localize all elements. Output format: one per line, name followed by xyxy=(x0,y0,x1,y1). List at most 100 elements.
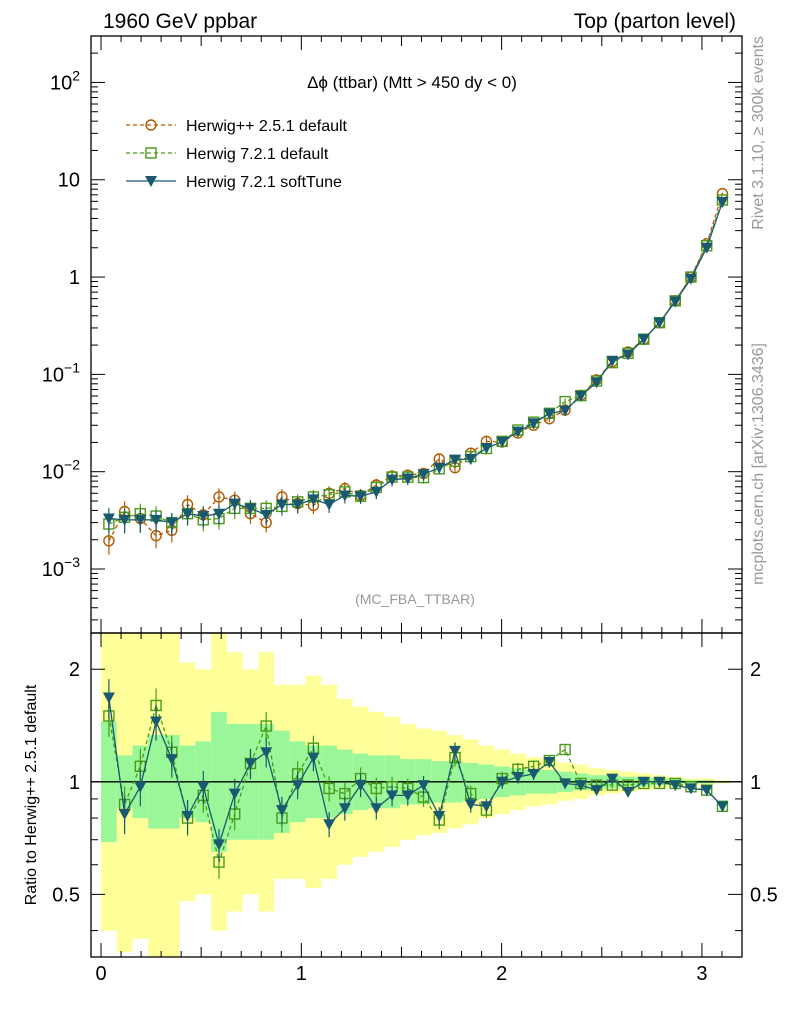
data-point xyxy=(118,514,131,526)
series-line xyxy=(108,199,724,525)
side-text-bottom: mcplots.cern.ch [arXiv:1306.3436] xyxy=(750,343,767,585)
data-point xyxy=(417,469,430,481)
data-point xyxy=(716,197,729,209)
data-point xyxy=(574,390,587,402)
ratio-y-tick-label: 1 xyxy=(69,772,80,794)
data-point xyxy=(260,509,273,521)
data-point xyxy=(433,462,446,474)
data-point xyxy=(448,454,461,466)
data-point xyxy=(212,508,225,520)
data-point xyxy=(511,772,524,784)
data-point xyxy=(669,296,682,308)
data-point xyxy=(338,803,351,815)
y-tick-label: 10−1 xyxy=(42,359,80,386)
ratio-y-tick-label: 2 xyxy=(69,659,80,681)
legend-entry-herwig-7-2-1-default: Herwig 7.2.1 default xyxy=(126,146,329,163)
ratio-y-tick-label-right: 2 xyxy=(750,659,761,681)
data-point xyxy=(244,758,257,770)
data-point xyxy=(464,454,477,466)
main-title: Δϕ (ttbar) (Mtt > 450 dy < 0) xyxy=(307,73,517,92)
legend-label: Herwig 7.2.1 softTune xyxy=(186,174,342,191)
y-tick-exponent: −3 xyxy=(64,554,80,570)
legend-marker xyxy=(145,147,157,159)
y-tick-exponent: −2 xyxy=(64,457,80,473)
data-point xyxy=(197,511,210,523)
x-tick-label: 0 xyxy=(95,963,106,985)
data-point xyxy=(606,773,619,785)
data-point xyxy=(637,776,650,788)
data-point xyxy=(307,752,320,764)
data-point xyxy=(622,349,635,361)
data-point xyxy=(464,799,477,811)
legend: Herwig++ 2.5.1 default Herwig 7.2.1 defau… xyxy=(126,118,348,191)
data-point xyxy=(260,720,272,732)
data-point xyxy=(559,743,571,756)
data-point xyxy=(684,273,697,285)
x-tick-label: 3 xyxy=(696,963,707,985)
data-point xyxy=(559,405,572,417)
header-right: Top (parton level) xyxy=(574,10,736,33)
x-tick-label: 2 xyxy=(496,963,507,985)
data-point xyxy=(684,783,697,795)
side-text-top: Rivet 3.1.10, ≥ 300k events xyxy=(750,36,767,230)
data-point xyxy=(433,811,446,823)
ratio-frame xyxy=(90,632,743,958)
data-point xyxy=(448,745,461,757)
data-point xyxy=(102,692,115,704)
ratio-uncertainty-bands xyxy=(101,633,731,957)
data-point xyxy=(181,811,194,823)
series-herwig-7-2-1-softtune xyxy=(102,197,729,535)
data-point xyxy=(134,514,147,526)
legend-marker xyxy=(145,176,157,187)
series-herwig-7-2-1-softtune xyxy=(102,679,729,862)
data-point xyxy=(574,780,587,792)
data-point xyxy=(527,418,540,430)
data-point xyxy=(323,499,336,511)
data-point xyxy=(291,499,304,511)
data-point xyxy=(386,474,399,486)
data-point xyxy=(213,491,225,503)
data-point xyxy=(417,780,430,792)
ratio-y-tick-label-right: 1 xyxy=(750,772,761,794)
data-point xyxy=(323,782,335,795)
main-series-group xyxy=(102,187,729,555)
series-line xyxy=(108,201,724,524)
legend-label: Herwig 7.2.1 default xyxy=(186,146,329,163)
data-point xyxy=(653,317,666,329)
data-point xyxy=(543,756,556,768)
data-point xyxy=(370,486,383,498)
data-point xyxy=(354,491,367,503)
analysis-tag: (MC_FBA_TTBAR) xyxy=(355,591,475,607)
y-tick-exponent: 2 xyxy=(72,67,80,83)
data-point xyxy=(496,436,509,448)
series-line xyxy=(108,697,723,847)
data-point xyxy=(700,242,713,254)
y-tick-label: 1 xyxy=(69,267,80,289)
series-herwig-7-2-1-default xyxy=(103,194,729,538)
data-point xyxy=(590,785,603,797)
ratio-y-tick-label: 0.5 xyxy=(52,884,80,906)
data-point xyxy=(401,473,414,485)
ratio-series-group xyxy=(102,679,729,879)
data-point xyxy=(212,839,225,851)
y-tick-label: 10 xyxy=(58,170,80,192)
data-point xyxy=(181,508,194,520)
data-point xyxy=(700,785,713,797)
data-point xyxy=(244,503,257,515)
data-point xyxy=(511,426,524,438)
legend-entry-herwig-7-2-1-softtune: Herwig 7.2.1 softTune xyxy=(126,174,342,191)
ratio-y-tick-label-right: 0.5 xyxy=(750,884,778,906)
data-point xyxy=(323,819,336,831)
data-point xyxy=(527,768,540,780)
data-point xyxy=(669,780,682,792)
data-point xyxy=(134,781,147,793)
header-left: 1960 GeV ppbar xyxy=(103,10,257,33)
data-point xyxy=(275,499,288,511)
data-point xyxy=(338,490,351,502)
data-point xyxy=(606,355,619,367)
data-point xyxy=(197,781,210,793)
data-point xyxy=(150,716,163,728)
data-point xyxy=(228,788,241,800)
y-tick-exponent: −1 xyxy=(64,359,80,375)
